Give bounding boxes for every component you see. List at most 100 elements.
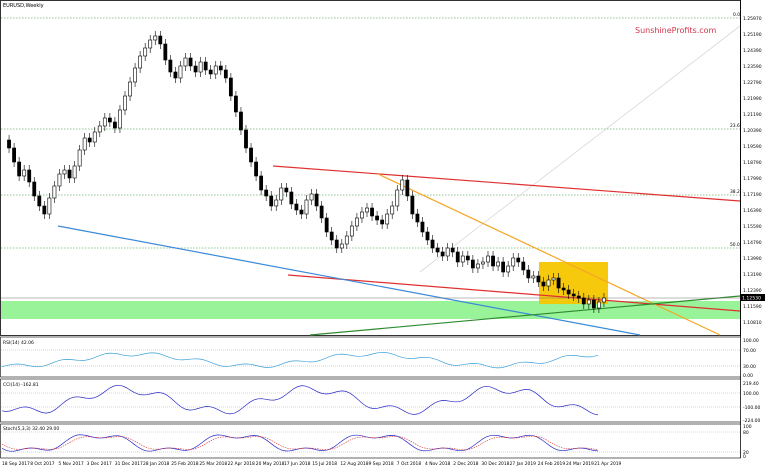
candle-body [385,213,390,225]
rsi-tick-30: 30.00 [743,364,756,370]
price-tick: 1.13990 [743,256,762,262]
price-tick: 1.19590 [743,144,762,150]
candle-body [173,71,178,79]
date-tick: 24 Mar 2019 [566,461,594,467]
candle-body [148,39,153,49]
candle-body [486,255,490,263]
orange-trendline [377,173,721,336]
candle-body [102,117,107,127]
fib-label-0: 0.0 [733,12,740,18]
date-tick: 5 Nov 2017 [58,461,84,467]
price-tick: 1.20390 [743,128,762,134]
candle-body [400,179,405,191]
candle-body [415,213,420,223]
date-tick: 27 Jan 2019 [510,461,537,467]
candle-body [27,169,32,183]
date-tick: 22 Apr 2018 [228,461,255,467]
cci-label: CCI(14) -162.81 [3,382,39,388]
candle-body [198,61,203,73]
candle-body [541,281,546,287]
candle-body [47,197,52,215]
candle-body [405,179,410,197]
candle-body [591,299,596,309]
candle-body [420,221,425,233]
cci-tick-100: 100.00 [743,391,759,397]
candle-body [123,95,127,111]
date-tick: 12 Aug 2018 [340,461,368,467]
candle-body [234,95,238,113]
candle-body [254,161,258,177]
cci-tick-m100: -100.00 [743,405,761,411]
candle-body [37,195,42,207]
candle-body [17,161,22,177]
stoch-panel [0,423,741,459]
fib-label-382: 38.2 [730,189,740,195]
candle-body [581,297,586,305]
candle-body [153,35,158,41]
candle-body [22,169,27,177]
candle-body [566,289,571,295]
candle-body [304,199,309,215]
date-tick: 17 Jun 2018 [284,461,311,467]
price-tick: 1.25190 [743,32,762,38]
price-tick: 1.23590 [743,64,762,70]
date-tick: 15 Jul 2018 [312,461,337,467]
candle-body [213,65,218,75]
candle-body [269,195,274,207]
candle-body [32,181,37,197]
candle-body [57,173,62,187]
price-tick: 1.17190 [743,192,762,198]
candle-body [128,81,132,97]
candle-body [496,261,500,267]
candle-body [299,209,304,215]
price-tick: 1.16390 [743,208,762,214]
candle-body [92,131,97,143]
rsi-tick-100: 100.00 [743,338,759,344]
date-tick: 25 Mar 2018 [199,461,227,467]
candle-body [365,207,369,213]
cci-line [1,384,599,416]
candle-body [460,255,465,263]
candle-body [264,189,269,197]
candle-body [133,67,137,83]
rsi-panel [0,336,741,378]
candle-body [62,169,67,175]
candle-body [556,277,561,289]
candle-body [324,217,329,233]
candle-body [506,265,511,273]
candle-body [163,43,168,61]
price-tick: 1.17990 [743,176,762,182]
candle-body [178,65,183,79]
price-tick: 1.12390 [743,288,762,294]
candle-body [481,261,485,265]
date-tick: 3 Dec 2017 [87,461,112,467]
candle-body [113,121,117,129]
green-trendline [309,295,741,336]
candle-body [329,231,334,241]
candle-body [410,195,415,215]
support-zone [1,301,740,319]
price-tick: 1.22790 [743,80,762,86]
date-tick: 24 Feb 2019 [538,461,566,467]
price-tick: 1.15590 [743,224,762,230]
candle-body [455,251,460,263]
candle-body [107,117,112,123]
candle-body [259,175,264,191]
cci-tick-219: 219.40 [743,381,759,387]
date-tick: 2 Dec 2018 [453,461,478,467]
candle-body [334,239,339,249]
stoch-label: Stoch(5,3,3) 32.40 29.00 [3,426,59,432]
candle-body [314,193,319,207]
rsi-tick-0: 0.00 [743,373,753,379]
candle-body [531,275,536,279]
candle-body [476,263,480,269]
stoch-tick-80: 80 [743,430,749,436]
candle-body [52,185,57,199]
candle-body [193,65,198,73]
candle-body [536,275,541,283]
candle-body [586,299,591,305]
fib-label-50: 50.0 [730,242,740,248]
blue-trendline [57,225,641,336]
candle-body [339,243,344,249]
